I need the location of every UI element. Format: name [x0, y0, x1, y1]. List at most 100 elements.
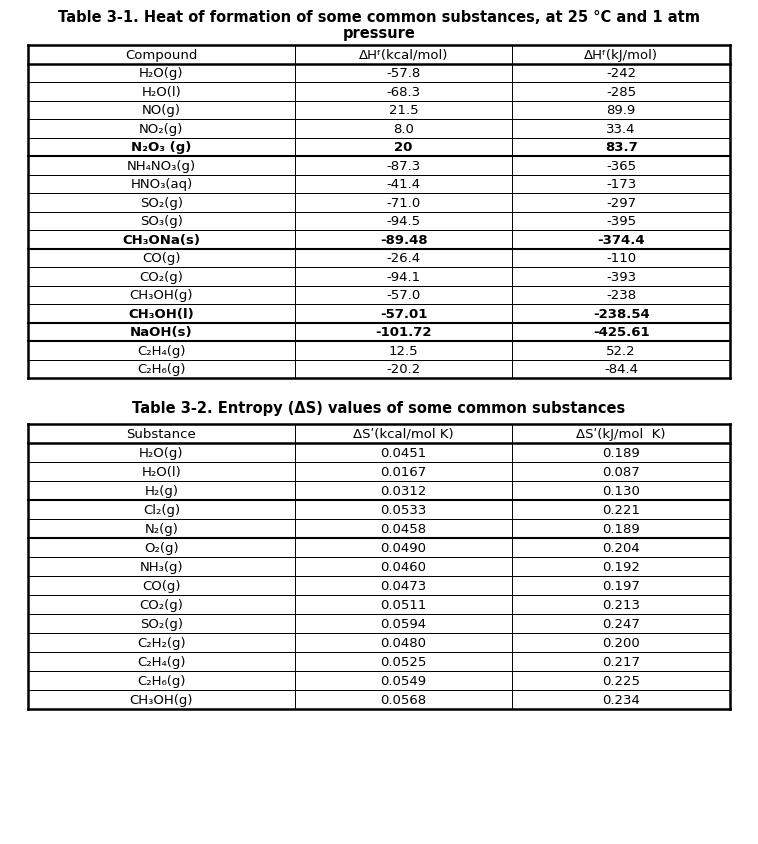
Text: H₂O(l): H₂O(l) — [142, 85, 181, 99]
Text: NO(g): NO(g) — [142, 104, 181, 117]
Text: H₂(g): H₂(g) — [144, 484, 178, 497]
Text: -238: -238 — [606, 289, 636, 302]
Text: CH₃OH(g): CH₃OH(g) — [130, 289, 193, 302]
Text: 0.0511: 0.0511 — [381, 598, 427, 611]
Text: -57.0: -57.0 — [387, 289, 421, 302]
Text: 0.204: 0.204 — [603, 541, 640, 555]
Text: 0.221: 0.221 — [602, 503, 641, 517]
Text: C₂H₄(g): C₂H₄(g) — [137, 344, 186, 357]
Text: 0.0167: 0.0167 — [381, 465, 427, 479]
Text: -238.54: -238.54 — [593, 307, 650, 321]
Text: -89.48: -89.48 — [380, 234, 428, 246]
Text: pressure: pressure — [343, 26, 415, 41]
Text: 0.0451: 0.0451 — [381, 446, 427, 459]
Text: H₂O(g): H₂O(g) — [139, 68, 183, 80]
Text: 20: 20 — [394, 141, 413, 154]
Text: ΔSʹ(kcal/mol K): ΔSʹ(kcal/mol K) — [353, 428, 454, 441]
Text: -68.3: -68.3 — [387, 85, 421, 99]
Text: ΔHᶠ(kJ/mol): ΔHᶠ(kJ/mol) — [584, 49, 658, 62]
Text: -94.5: -94.5 — [387, 215, 421, 228]
Text: NO₂(g): NO₂(g) — [139, 122, 183, 136]
Text: -57.01: -57.01 — [380, 307, 428, 321]
Text: -285: -285 — [606, 85, 636, 99]
Text: -297: -297 — [606, 197, 636, 209]
Text: H₂O(l): H₂O(l) — [142, 465, 181, 479]
Text: 33.4: 33.4 — [606, 122, 636, 136]
Text: 0.0473: 0.0473 — [381, 579, 427, 592]
Text: Table 3-2. Entropy (ΔS) values of some common substances: Table 3-2. Entropy (ΔS) values of some c… — [133, 401, 625, 415]
Text: C₂H₄(g): C₂H₄(g) — [137, 655, 186, 668]
Text: ΔHᶠ(kcal/mol): ΔHᶠ(kcal/mol) — [359, 49, 448, 62]
Text: 0.225: 0.225 — [602, 674, 641, 687]
Text: 0.0312: 0.0312 — [381, 484, 427, 497]
Text: -101.72: -101.72 — [375, 326, 432, 338]
Text: 0.213: 0.213 — [602, 598, 641, 611]
Text: Substance: Substance — [127, 428, 196, 441]
Text: -365: -365 — [606, 160, 636, 172]
Text: -110: -110 — [606, 252, 636, 265]
Text: Table 3-1. Heat of formation of some common substances, at 25 °C and 1 atm: Table 3-1. Heat of formation of some com… — [58, 10, 700, 25]
Text: NaOH(s): NaOH(s) — [130, 326, 193, 338]
Text: ΔSʹ(kJ/mol  K): ΔSʹ(kJ/mol K) — [576, 428, 666, 441]
Text: -84.4: -84.4 — [604, 363, 638, 376]
Text: SO₃(g): SO₃(g) — [140, 215, 183, 228]
Text: 0.130: 0.130 — [603, 484, 640, 497]
Text: C₂H₆(g): C₂H₆(g) — [137, 674, 186, 687]
Text: 21.5: 21.5 — [389, 104, 418, 117]
Text: NH₃(g): NH₃(g) — [139, 560, 183, 573]
Text: -242: -242 — [606, 68, 636, 80]
Text: 52.2: 52.2 — [606, 344, 636, 357]
Text: N₂(g): N₂(g) — [145, 522, 178, 535]
Text: CO(g): CO(g) — [143, 579, 180, 592]
Text: 0.197: 0.197 — [603, 579, 640, 592]
Text: -374.4: -374.4 — [597, 234, 645, 246]
Text: -71.0: -71.0 — [387, 197, 421, 209]
Text: -87.3: -87.3 — [387, 160, 421, 172]
Text: C₂H₂(g): C₂H₂(g) — [137, 636, 186, 649]
Text: SO₂(g): SO₂(g) — [140, 617, 183, 630]
Text: 0.200: 0.200 — [603, 636, 640, 649]
Text: -393: -393 — [606, 270, 636, 284]
Text: 0.247: 0.247 — [603, 617, 640, 630]
Text: 83.7: 83.7 — [605, 141, 637, 154]
Text: 0.0525: 0.0525 — [381, 655, 427, 668]
Text: O₂(g): O₂(g) — [144, 541, 179, 555]
Text: 0.192: 0.192 — [603, 560, 640, 573]
Text: 0.0460: 0.0460 — [381, 560, 427, 573]
Text: C₂H₆(g): C₂H₆(g) — [137, 363, 186, 376]
Text: -425.61: -425.61 — [593, 326, 650, 338]
Text: CH₃OH(l): CH₃OH(l) — [129, 307, 194, 321]
Text: -26.4: -26.4 — [387, 252, 421, 265]
Text: 8.0: 8.0 — [393, 122, 414, 136]
Text: CO₂(g): CO₂(g) — [139, 270, 183, 284]
Text: -173: -173 — [606, 178, 636, 191]
Text: 0.0490: 0.0490 — [381, 541, 427, 555]
Text: H₂O(g): H₂O(g) — [139, 446, 183, 459]
Text: 0.217: 0.217 — [602, 655, 641, 668]
Text: 0.0533: 0.0533 — [381, 503, 427, 517]
Text: Compound: Compound — [125, 49, 198, 62]
Text: 0.0480: 0.0480 — [381, 636, 427, 649]
Text: -20.2: -20.2 — [387, 363, 421, 376]
Text: 89.9: 89.9 — [606, 104, 636, 117]
Text: -57.8: -57.8 — [387, 68, 421, 80]
Text: -395: -395 — [606, 215, 636, 228]
Text: 0.0594: 0.0594 — [381, 617, 427, 630]
Text: 0.189: 0.189 — [603, 522, 640, 535]
Text: N₂O₃ (g): N₂O₃ (g) — [131, 141, 192, 154]
Text: 0.0568: 0.0568 — [381, 693, 427, 706]
Text: CH₃OH(g): CH₃OH(g) — [130, 693, 193, 706]
Text: -94.1: -94.1 — [387, 270, 421, 284]
Text: 0.087: 0.087 — [603, 465, 640, 479]
Text: 0.234: 0.234 — [603, 693, 640, 706]
Text: -41.4: -41.4 — [387, 178, 421, 191]
Text: 12.5: 12.5 — [389, 344, 418, 357]
Text: SO₂(g): SO₂(g) — [140, 197, 183, 209]
Text: HNO₃(aq): HNO₃(aq) — [130, 178, 193, 191]
Text: 0.189: 0.189 — [603, 446, 640, 459]
Text: 0.0458: 0.0458 — [381, 522, 427, 535]
Text: CH₃ONa(s): CH₃ONa(s) — [122, 234, 200, 246]
Text: Cl₂(g): Cl₂(g) — [143, 503, 180, 517]
Text: 0.0549: 0.0549 — [381, 674, 427, 687]
Text: NH₄NO₃(g): NH₄NO₃(g) — [127, 160, 196, 172]
